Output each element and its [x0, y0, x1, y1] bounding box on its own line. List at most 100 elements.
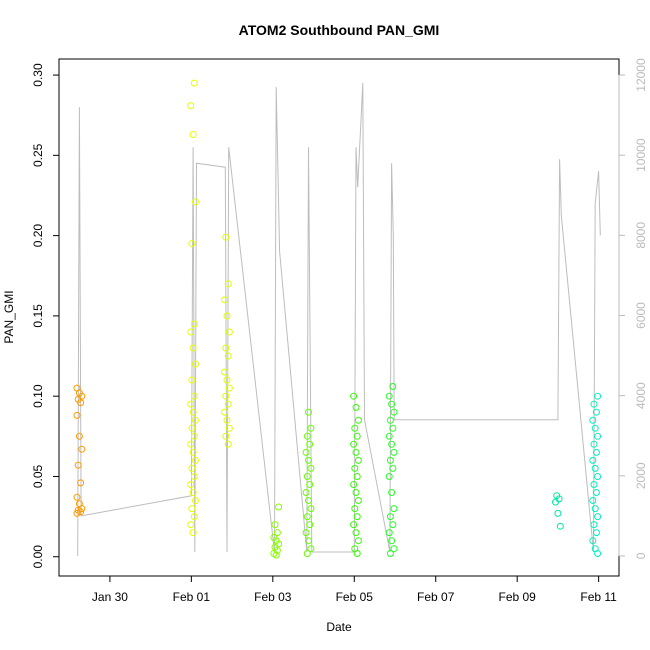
data-point [385, 432, 393, 440]
data-point [590, 521, 598, 529]
data-point [73, 493, 81, 501]
plot-frame [58, 58, 620, 577]
data-point [222, 233, 230, 241]
data-point [190, 320, 198, 328]
data-point [350, 392, 358, 400]
data-point [353, 432, 361, 440]
y-tick-label: 0.15 [31, 304, 45, 328]
data-point [351, 424, 359, 432]
data-point [224, 400, 232, 408]
data-point [556, 522, 564, 530]
data-point [390, 545, 398, 553]
y2-tick-label: 8000 [634, 222, 648, 249]
y2-tick-label: 6000 [634, 302, 648, 329]
data-point [353, 550, 361, 557]
data-point [187, 440, 195, 448]
data-points-group [73, 79, 602, 559]
data-point [354, 456, 362, 464]
data-point [305, 497, 312, 504]
data-point [389, 464, 397, 472]
data-point [592, 448, 600, 456]
data-point [302, 489, 310, 496]
y2-tick-label: 12000 [634, 58, 648, 92]
data-point [306, 440, 314, 448]
data-point [352, 489, 360, 496]
data-point [190, 473, 198, 480]
data-point [386, 550, 394, 557]
x-tick-label: Feb 11 [580, 590, 617, 604]
y2-tick-label: 0 [634, 552, 648, 559]
data-point [190, 513, 198, 521]
data-point [271, 521, 279, 529]
data-point [189, 489, 197, 496]
y2-tick-label: 10000 [634, 138, 648, 172]
data-point [189, 344, 197, 352]
data-point [74, 461, 82, 469]
data-point [187, 521, 195, 529]
data-point [589, 537, 597, 545]
y-tick-label: 0.05 [31, 464, 45, 488]
data-point [385, 392, 393, 400]
data-point [591, 464, 599, 472]
data-point [188, 240, 196, 248]
data-point [390, 408, 398, 416]
y-axis-right: 0 2000 4000 6000 8000 10000 12000 [618, 58, 648, 559]
data-point [190, 392, 198, 400]
y-axis-label: PAN_GMI [2, 290, 16, 343]
data-point [188, 424, 196, 432]
data-point [77, 508, 85, 516]
data-point [272, 551, 280, 559]
data-point [302, 448, 310, 456]
y2-tick-label: 4000 [634, 382, 648, 409]
data-point [594, 473, 602, 480]
data-point [189, 448, 197, 456]
data-point [221, 296, 229, 304]
data-point [388, 400, 396, 408]
data-point [389, 383, 397, 390]
data-point [75, 432, 83, 440]
data-point [187, 328, 195, 336]
data-point [594, 513, 602, 521]
data-point [385, 529, 393, 537]
data-point [224, 280, 232, 288]
data-point [222, 432, 230, 440]
data-point [307, 424, 315, 432]
y-tick-label: 0.20 [31, 224, 45, 248]
data-point [307, 545, 315, 553]
data-point [192, 456, 199, 464]
data-point [77, 399, 85, 407]
y-tick-label: 0.25 [31, 143, 45, 167]
altitude-series-line [77, 82, 601, 557]
data-point [78, 505, 86, 513]
data-point [554, 509, 562, 517]
data-point [221, 408, 229, 416]
data-point [306, 521, 314, 529]
data-point [303, 473, 311, 480]
data-point [305, 537, 312, 545]
data-point [225, 384, 233, 392]
data-point [589, 456, 597, 464]
data-point [187, 102, 195, 110]
data-point [189, 131, 197, 138]
data-point [303, 513, 311, 521]
data-point [589, 416, 597, 424]
data-point [188, 505, 196, 513]
x-tick-label: Feb 05 [336, 590, 374, 604]
data-point [389, 424, 397, 432]
data-point [591, 505, 599, 513]
data-point [351, 505, 359, 513]
data-point [307, 464, 315, 472]
y2-tick-label: 2000 [634, 462, 648, 489]
data-point [192, 360, 199, 368]
data-point [388, 489, 396, 496]
data-point [350, 481, 358, 488]
data-point [390, 448, 398, 456]
data-point [354, 497, 362, 504]
data-point [351, 464, 359, 472]
y-tick-label: 0.30 [31, 63, 45, 87]
data-point [386, 513, 394, 521]
data-point [353, 473, 361, 480]
altitude-line-group [77, 82, 601, 557]
data-point [223, 376, 231, 384]
